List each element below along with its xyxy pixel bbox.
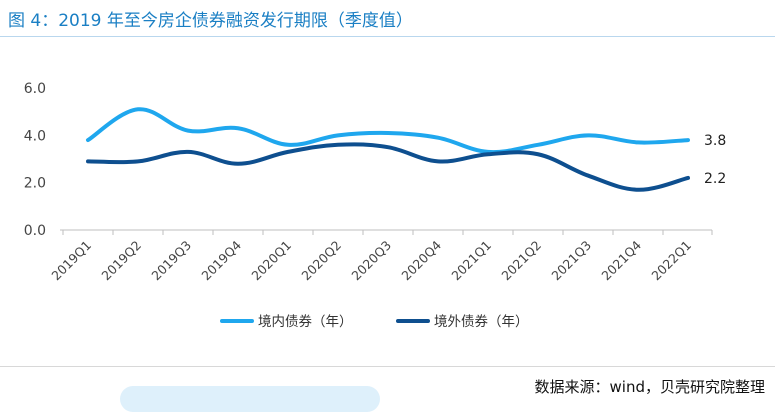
y-tick-label: 2.0 bbox=[24, 176, 46, 192]
footer-divider bbox=[0, 366, 775, 367]
y-tick-label: 4.0 bbox=[24, 128, 46, 144]
x-tick-label: 2021Q1 bbox=[448, 238, 494, 284]
data-label: 2.2 bbox=[704, 171, 726, 187]
x-tick-label: 2020Q3 bbox=[348, 238, 394, 284]
data-label: 3.8 bbox=[704, 133, 726, 149]
x-tick-label: 2021Q4 bbox=[598, 237, 644, 283]
x-tick-label: 2020Q1 bbox=[248, 238, 294, 284]
watermark-logo bbox=[120, 386, 380, 412]
x-tick-label: 2019Q1 bbox=[48, 238, 94, 284]
x-tick-label: 2020Q2 bbox=[298, 238, 344, 284]
x-tick-label: 2022Q1 bbox=[648, 238, 694, 284]
chart-title: 图 4：2019 年至今房企债券融资发行期限（季度值） bbox=[8, 11, 413, 31]
x-tick-label: 2019Q2 bbox=[98, 238, 144, 284]
x-tick-label: 2021Q3 bbox=[548, 238, 594, 284]
series-line-domestic bbox=[86, 107, 690, 155]
x-tick-label: 2019Q4 bbox=[198, 237, 244, 283]
y-tick-label: 0.0 bbox=[24, 223, 46, 239]
x-tick-label: 2020Q4 bbox=[398, 237, 444, 283]
y-tick-label: 6.0 bbox=[24, 81, 46, 97]
x-tick-label: 2019Q3 bbox=[148, 238, 194, 284]
x-tick-label: 2021Q2 bbox=[498, 238, 544, 284]
series-line-offshore bbox=[86, 142, 690, 192]
source-note: 数据来源：wind，贝壳研究院整理 bbox=[534, 378, 765, 396]
title-divider bbox=[0, 36, 775, 37]
legend-label: 境内债券（年） bbox=[258, 314, 353, 330]
legend-label: 境外债券（年） bbox=[434, 314, 529, 330]
